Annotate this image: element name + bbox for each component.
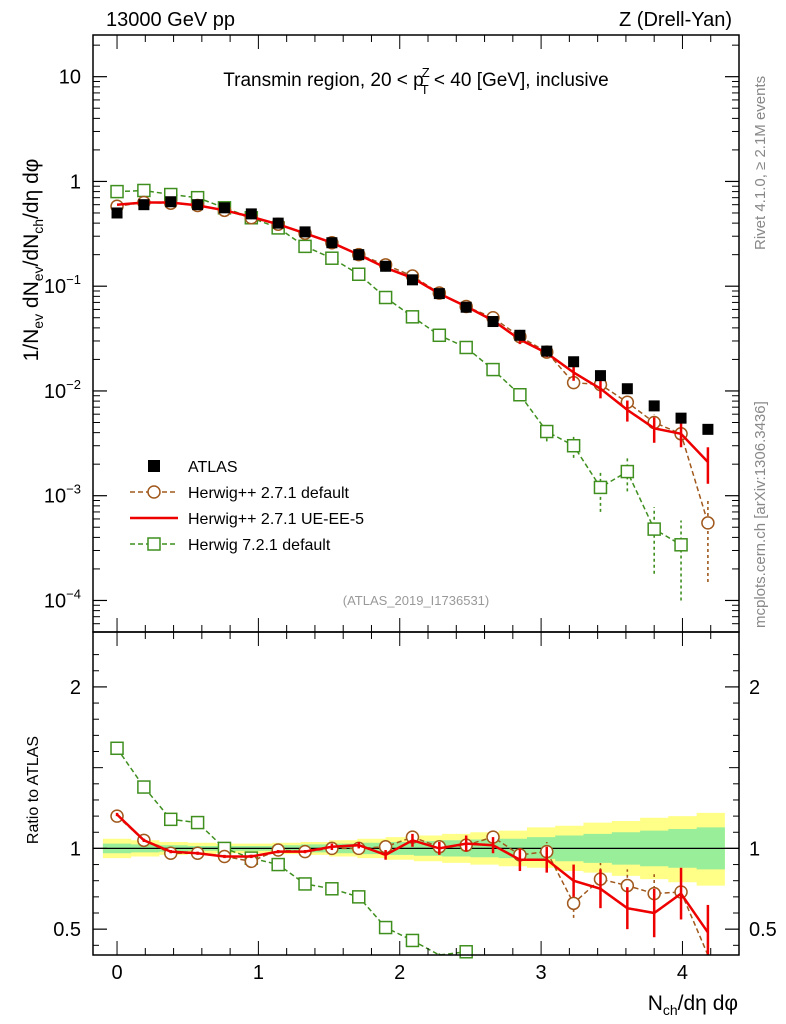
header-right: Z (Drell-Yan) xyxy=(619,9,732,31)
ratio-frame xyxy=(92,631,740,956)
x-tick-label: 3 xyxy=(536,962,547,984)
x-tick-label: 2 xyxy=(394,962,405,984)
legend-label: Herwig++ 2.7.1 UE-EE-5 xyxy=(188,511,364,528)
herwig7-ratio-point xyxy=(405,933,420,948)
herwig7-point xyxy=(486,362,500,377)
legend-marker-atlas xyxy=(148,460,160,472)
atlas-point xyxy=(568,356,580,368)
herwig7-ratio-point xyxy=(271,857,285,872)
herwig7-ratio-point xyxy=(110,741,124,756)
y-tick-label: 10−1 xyxy=(44,272,81,298)
herwig7-point xyxy=(378,290,393,305)
herwig7-ratio-point xyxy=(137,780,151,794)
herwig7-point xyxy=(647,522,661,536)
ratio-ylabel: Ratio to ATLAS xyxy=(25,736,42,844)
rivet-label: Rivet 4.1.0, ≥ 2.1M events xyxy=(752,76,769,250)
herwig7-point xyxy=(405,310,420,324)
atlas-point xyxy=(165,196,177,208)
herwigpp-default-point xyxy=(701,516,715,530)
herwig7-point xyxy=(620,464,635,479)
herwigpp-ueee5-ratio-line xyxy=(116,813,709,934)
herwig7-line xyxy=(116,189,682,546)
ratio-y-tick-label-left: 2 xyxy=(70,677,81,699)
atlas-point xyxy=(514,329,526,341)
y-tick-label: 10 xyxy=(59,67,81,89)
x-tick-label: 1 xyxy=(253,962,264,984)
legend-label: Herwig++ 2.7.1 default xyxy=(188,485,350,502)
herwig7-ratio-point xyxy=(298,877,312,891)
atlas-point xyxy=(675,412,687,424)
atlas-point xyxy=(192,199,204,211)
ratio-y-tick-label-left: 1 xyxy=(70,838,81,860)
y-tick-label: 10−2 xyxy=(44,377,81,403)
mcplots-label: mcplots.cern.ch [arXiv:1306.3436] xyxy=(752,401,769,628)
ratio-y-tick-label-left: 0.5 xyxy=(53,919,81,941)
ratio-panel: 0.5 0.5 1 1 2 2 0 1 2 3 4 Ratio to ATLAS Nch/dη dφ xyxy=(25,631,777,1018)
herwig7-point xyxy=(593,480,608,495)
atlas-point xyxy=(353,249,365,261)
herwig7-point xyxy=(513,387,527,402)
ratio-y-tick-label-right: 1 xyxy=(749,838,760,860)
atlas-point xyxy=(138,199,150,211)
herwig7-point xyxy=(674,538,688,552)
atlas-point xyxy=(460,301,472,313)
watermark: (ATLAS_2019_I1736531) xyxy=(343,593,489,608)
x-tick-label: 4 xyxy=(677,962,688,984)
ratio-y-tick-label-right: 0.5 xyxy=(749,919,777,941)
herwig7-point xyxy=(540,424,554,439)
main-ylabel: 1/Nev dNev/dNch/dη dφ xyxy=(20,159,46,362)
herwig7-ratio-point xyxy=(352,890,366,904)
atlas-point xyxy=(380,260,392,272)
y-tick-label: 10−4 xyxy=(44,586,81,612)
herwig7-ratio-point xyxy=(378,920,393,935)
atlas-point xyxy=(594,370,606,382)
atlas-point xyxy=(433,288,445,300)
legend-label: ATLAS xyxy=(188,459,238,476)
atlas-point xyxy=(245,208,257,220)
x-axis-label: Nch/dη dφ xyxy=(648,992,738,1018)
herwig7-point xyxy=(137,183,151,198)
herwig7-point xyxy=(566,438,581,453)
herwig7-point xyxy=(352,267,366,282)
ratio-y-tick-label-right: 2 xyxy=(749,677,760,699)
atlas-point xyxy=(272,217,284,229)
herwigpp-ueee5-line xyxy=(116,201,709,463)
atlas-point xyxy=(326,237,338,249)
herwig7-ratio-point xyxy=(459,945,473,959)
herwig7-point xyxy=(325,251,339,265)
herwig7-ratio-point xyxy=(163,812,178,827)
atlas-point xyxy=(406,274,418,286)
herwig7-ratio-point xyxy=(325,882,339,896)
atlas-point xyxy=(487,316,499,328)
atlas-point xyxy=(702,423,714,435)
atlas-point xyxy=(648,400,660,412)
x-tick-label: 0 xyxy=(111,962,122,984)
legend-marker-circle xyxy=(147,485,161,499)
atlas-point xyxy=(541,345,553,357)
herwig7-point xyxy=(432,328,447,343)
y-tick-label: 10−3 xyxy=(44,482,81,508)
main-panel: 10 1 10−1 10−2 10−3 10−4 Transmin region, 20 … xyxy=(20,34,740,633)
atlas-point xyxy=(111,207,123,219)
herwig7-point xyxy=(110,184,124,199)
legend-label: Herwig 7.2.1 default xyxy=(188,537,331,554)
y-tick-label: 1 xyxy=(70,171,81,193)
main-title: Transmin region, 20 < pZ T < 40 [GeV], in… xyxy=(223,65,608,97)
legend-marker-square xyxy=(147,537,161,551)
atlas-point xyxy=(218,202,230,214)
herwig7-point xyxy=(459,340,473,355)
herwigpp-default-ratio-point xyxy=(566,896,581,911)
atlas-point xyxy=(621,383,633,395)
herwig7-point xyxy=(298,239,312,254)
header-left: 13000 GeV pp xyxy=(106,9,235,31)
atlas-point xyxy=(299,226,311,238)
herwig7-ratio-point xyxy=(190,815,205,830)
